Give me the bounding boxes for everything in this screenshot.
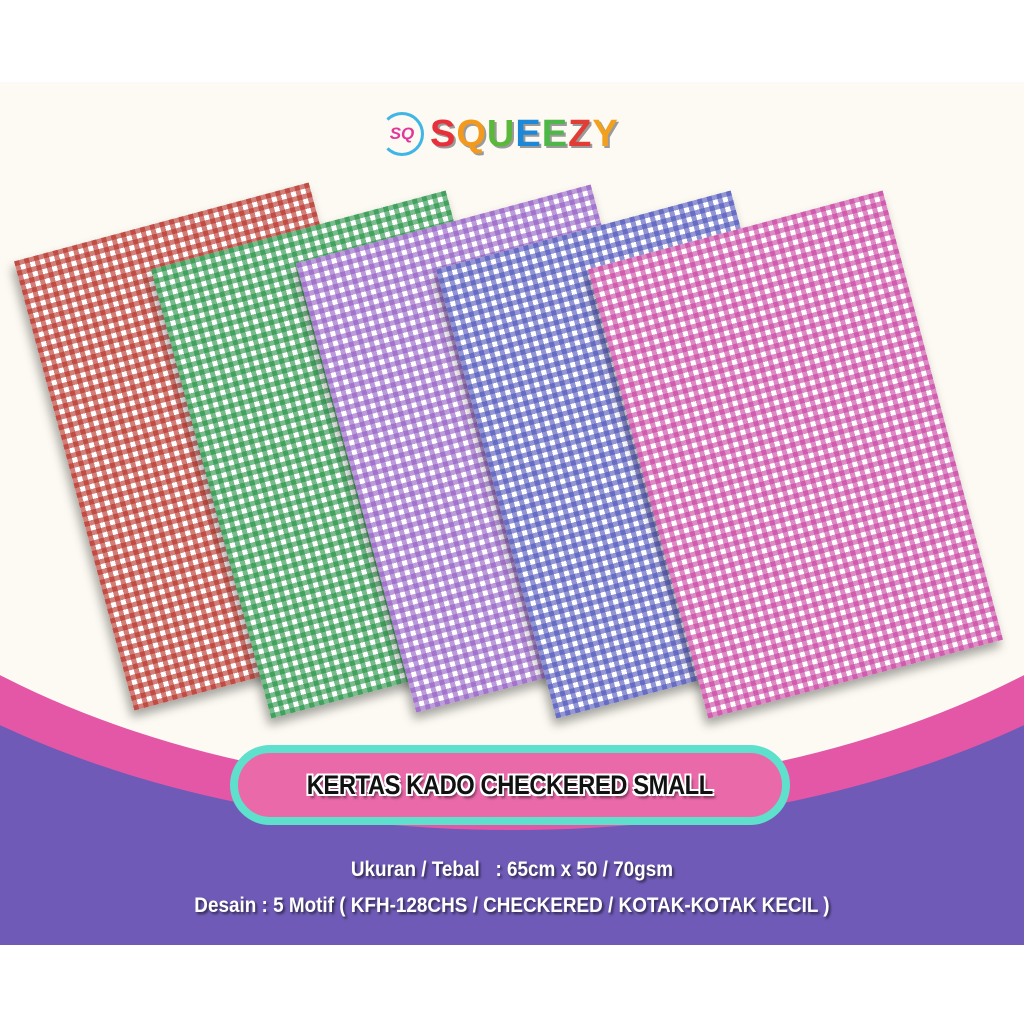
size-spec: Ukuran / Tebal : 65cm x 50 / 70gsm — [0, 858, 1024, 882]
logo-letter: Y — [592, 112, 619, 155]
product-banner: SQ SQUEEZY KERTAS KADO CHECKERED SMALL U… — [0, 82, 1024, 945]
size-spec-text: Ukuran / Tebal : 65cm x 50 / 70gsm — [350, 858, 674, 881]
logo-letter: Q — [456, 112, 487, 155]
logo-letter: S — [430, 112, 457, 155]
logo-letter: Z — [568, 112, 593, 155]
logo-letter: U — [486, 112, 516, 155]
product-title: KERTAS KADO CHECKERED SMALL — [306, 769, 714, 800]
title-banner: KERTAS KADO CHECKERED SMALL — [230, 745, 790, 825]
design-spec: Desain : 5 Motif ( KFH-128CHS / CHECKERE… — [0, 894, 1024, 918]
logo-mark: SQ — [380, 112, 424, 156]
logo-text: SQUEEZY — [430, 113, 619, 156]
design-spec-text: Desain : 5 Motif ( KFH-128CHS / CHECKERE… — [194, 894, 830, 917]
logo-letter: E — [515, 112, 542, 155]
brand-logo: SQ SQUEEZY — [380, 112, 619, 156]
logo-letter: E — [541, 112, 569, 155]
